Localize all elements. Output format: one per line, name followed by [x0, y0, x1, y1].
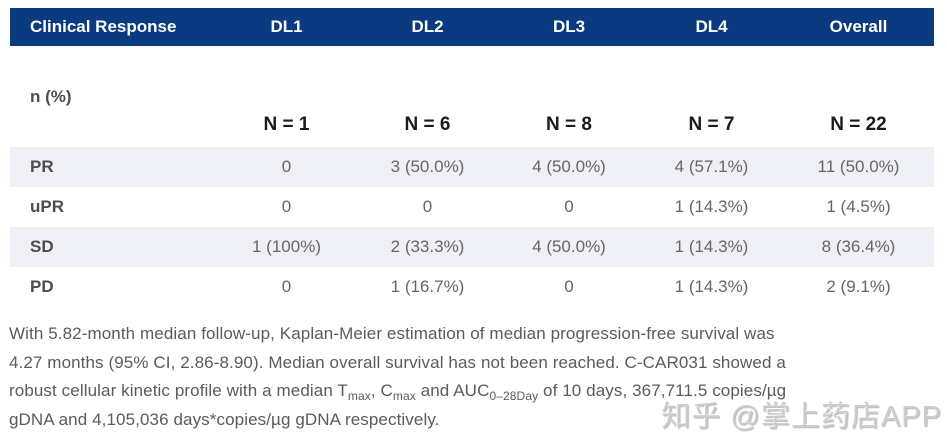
cell-sd-overall: 8 (36.4%): [783, 227, 934, 267]
cell-pd-overall: 2 (9.1%): [783, 267, 934, 307]
count-dl3: N = 8: [498, 46, 640, 147]
zhihu-watermark: 知乎 @掌上药店APP: [661, 401, 942, 433]
count-dl4: N = 7: [640, 46, 783, 147]
cell-pr-dl2: 3 (50.0%): [357, 147, 498, 187]
column-header-overall: Overall: [783, 8, 934, 46]
summary-line: With 5.82-month median follow-up, Kaplan…: [9, 324, 775, 343]
column-header-dl1: DL1: [216, 8, 357, 46]
column-header-dl4: DL4: [640, 8, 783, 46]
table-row-sd: SD 1 (100%) 2 (33.3%) 4 (50.0%) 1 (14.3%…: [10, 227, 934, 267]
cell-upr-dl1: 0: [216, 187, 357, 227]
column-header-dl2: DL2: [357, 8, 498, 46]
summary-line: gDNA and 4,105,036 days*copies/µg gDNA r…: [9, 409, 440, 429]
table-subheader-row: n (%) N = 1 N = 6 N = 8 N = 7 N = 22: [10, 46, 934, 147]
cell-sd-dl3: 4 (50.0%): [498, 227, 640, 267]
summary-paragraph: With 5.82-month median follow-up, Kaplan…: [9, 320, 943, 434]
cell-pr-dl3: 4 (50.0%): [498, 147, 640, 187]
cell-sd-dl2: 2 (33.3%): [357, 227, 498, 267]
table-row-pr: PR 0 3 (50.0%) 4 (50.0%) 4 (57.1%) 11 (5…: [10, 147, 934, 187]
cell-pd-dl4: 1 (14.3%): [640, 267, 783, 307]
column-header-dl3: DL3: [498, 8, 640, 46]
cell-pd-dl3: 0: [498, 267, 640, 307]
cell-upr-dl2: 0: [357, 187, 498, 227]
cell-upr-dl4: 1 (14.3%): [640, 187, 783, 227]
count-overall: N = 22: [783, 46, 934, 147]
count-dl2: N = 6: [357, 46, 498, 147]
summary-line: robust cellular kinetic profile with a m…: [9, 381, 787, 404]
table-row-upr: uPR 0 0 0 1 (14.3%) 1 (4.5%): [10, 187, 934, 227]
row-label-upr: uPR: [10, 187, 216, 227]
cell-upr-dl3: 0: [498, 187, 640, 227]
table-row-pd: PD 0 1 (16.7%) 0 1 (14.3%) 2 (9.1%): [10, 267, 934, 307]
count-dl1: N = 1: [216, 46, 357, 147]
row-label-pd: PD: [10, 267, 216, 307]
column-header-clinical-response: Clinical Response: [10, 8, 216, 46]
row-label-sd: SD: [10, 227, 216, 267]
table-header-row: Clinical Response DL1 DL2 DL3 DL4 Overal…: [10, 8, 934, 46]
n-percent-label: n (%): [10, 46, 216, 147]
cell-pd-dl2: 1 (16.7%): [357, 267, 498, 307]
cell-pr-dl1: 0: [216, 147, 357, 187]
cell-sd-dl4: 1 (14.3%): [640, 227, 783, 267]
cell-pr-overall: 11 (50.0%): [783, 147, 934, 187]
cell-pr-dl4: 4 (57.1%): [640, 147, 783, 187]
cell-pd-dl1: 0: [216, 267, 357, 307]
cell-upr-overall: 1 (4.5%): [783, 187, 934, 227]
row-label-pr: PR: [10, 147, 216, 187]
summary-line: 4.27 months (95% CI, 2.86-8.90). Median …: [9, 352, 786, 372]
clinical-response-table: Clinical Response DL1 DL2 DL3 DL4 Overal…: [10, 8, 934, 307]
cell-sd-dl1: 1 (100%): [216, 227, 357, 267]
